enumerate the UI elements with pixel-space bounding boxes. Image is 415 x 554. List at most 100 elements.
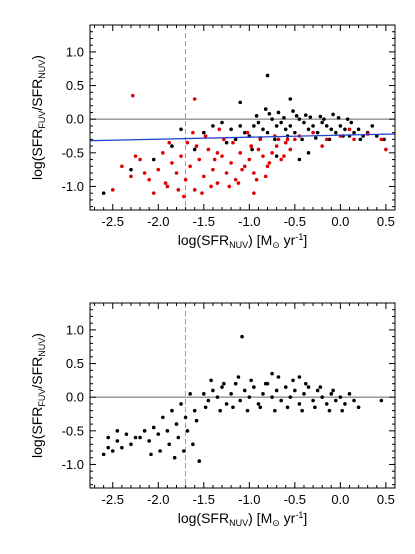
y-tick-label: -0.5 [62, 423, 84, 438]
data-point [303, 381, 308, 386]
data-point [183, 415, 188, 420]
data-point [115, 439, 120, 443]
x-tick-label: -0.5 [284, 492, 306, 507]
data-point [142, 171, 147, 175]
data-point [265, 130, 270, 135]
data-point [206, 398, 211, 403]
data-point [149, 452, 153, 457]
data-point [185, 140, 190, 145]
data-point [172, 455, 177, 460]
data-point [176, 188, 181, 192]
data-point [249, 378, 253, 383]
data-point [202, 174, 206, 179]
data-point [227, 184, 232, 189]
x-tick-label: 0.0 [331, 492, 349, 507]
data-point [245, 408, 250, 413]
y-axis-title: log(SFRFUV/SFRNUV) [29, 55, 47, 180]
data-point [293, 130, 297, 135]
data-point [188, 164, 192, 169]
data-point [270, 395, 274, 399]
data-point [174, 422, 179, 426]
data-point [270, 371, 274, 376]
data-point [261, 392, 265, 396]
data-point [327, 137, 332, 142]
data-point [256, 402, 261, 406]
data-point [288, 97, 293, 101]
y-axis-title: log(SFRFUV/SFRNUV) [29, 333, 47, 458]
data-point [215, 151, 220, 155]
data-point [174, 171, 179, 175]
data-point [297, 117, 302, 121]
data-point [276, 375, 281, 379]
data-point [181, 194, 186, 199]
data-point [233, 381, 238, 386]
data-point [254, 114, 259, 118]
data-point [288, 124, 293, 128]
data-point [288, 395, 293, 399]
x-tick-label: 0.5 [377, 214, 395, 229]
data-point [247, 395, 252, 399]
data-point [273, 408, 277, 413]
x-axis-title-part: ⊙ [272, 240, 280, 250]
data-point [285, 405, 290, 410]
x-axis-title-part: yr [280, 232, 296, 248]
data-point [163, 181, 168, 185]
data-point [185, 429, 190, 433]
data-point [218, 408, 222, 413]
data-point [270, 151, 274, 155]
y-axis-title-part: log(SFR [29, 407, 45, 458]
data-point [315, 130, 320, 135]
data-point [306, 151, 311, 155]
data-point [261, 127, 265, 132]
y-tick-label: 1.0 [66, 44, 84, 59]
plot-frame [89, 302, 396, 489]
data-point [374, 134, 379, 138]
data-point [192, 147, 197, 152]
data-point [211, 167, 215, 172]
data-point [151, 157, 156, 162]
data-point [233, 137, 238, 142]
data-point [120, 445, 124, 450]
data-point [220, 154, 224, 158]
y-axis-title-part: FUV [37, 389, 47, 407]
data-point [142, 429, 147, 433]
data-point [297, 402, 302, 406]
data-point [263, 381, 268, 386]
data-point [294, 114, 299, 118]
data-point [211, 388, 215, 393]
data-point [324, 124, 329, 128]
y-tick-label: -1.0 [62, 179, 84, 194]
data-point [229, 392, 233, 396]
data-point [343, 402, 347, 406]
x-tick-label: -1.0 [238, 492, 260, 507]
data-point [197, 459, 202, 463]
x-axis-title-part: ⊙ [272, 518, 280, 528]
data-point [318, 114, 323, 119]
y-axis-title-part: NUV [37, 60, 47, 79]
x-tick-label: -1.5 [193, 492, 215, 507]
x-axis-title-part: ) [M [248, 232, 272, 248]
data-point [282, 154, 286, 158]
data-point [340, 408, 344, 413]
data-point [331, 112, 335, 117]
x-tick-label: -2.0 [147, 214, 169, 229]
x-axis-title: log(SFRNUV) [M⊙ yr-1] [178, 232, 308, 250]
data-point [176, 435, 181, 440]
data-point [331, 388, 335, 393]
data-point [183, 177, 188, 182]
data-point [238, 398, 243, 403]
data-point [297, 157, 302, 162]
data-point [267, 112, 272, 116]
data-point [279, 157, 283, 162]
data-point [124, 432, 129, 436]
plot-frame [89, 24, 396, 211]
data-point [334, 130, 338, 135]
data-point [192, 188, 197, 192]
y-axis-title-part: ) [29, 333, 45, 338]
data-point [282, 116, 286, 120]
data-point [320, 144, 324, 148]
data-point [231, 140, 235, 145]
data-point [170, 161, 174, 165]
y-axis-title-part: ) [29, 55, 45, 60]
data-point [206, 147, 211, 152]
